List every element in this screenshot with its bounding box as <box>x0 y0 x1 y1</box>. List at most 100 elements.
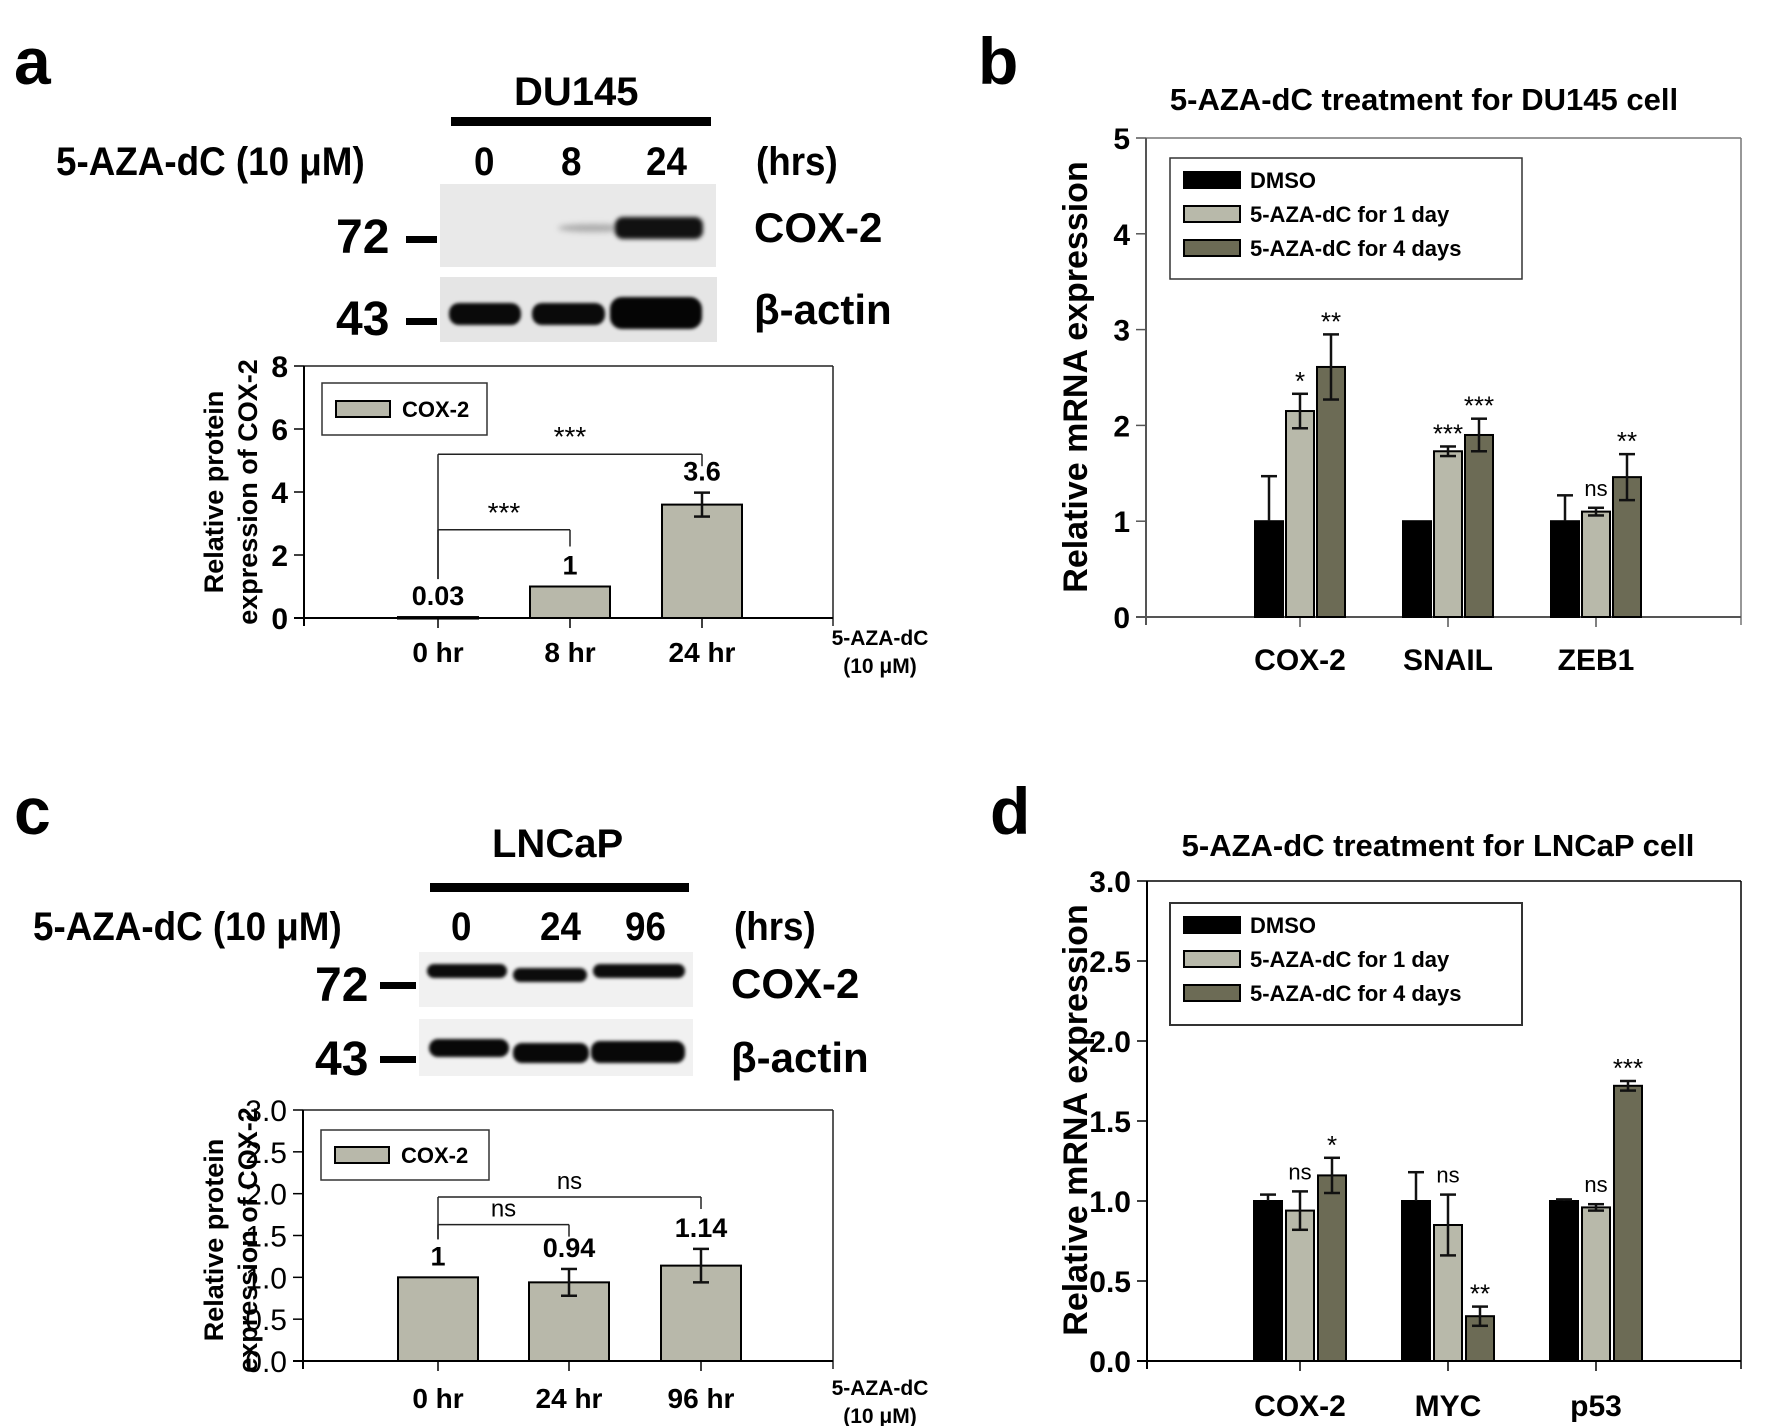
x-axis-caption: (10 μM) <box>843 1405 917 1426</box>
y-axis-label-line: expression of COX-2 <box>233 1107 263 1373</box>
panel-letter-a: a <box>14 24 51 98</box>
bar-5-aza-dc-for-1-day <box>1285 1209 1315 1362</box>
y-tick-label: 1.0 <box>1089 1186 1131 1219</box>
mw-marker-dash <box>406 236 437 243</box>
x-category-label: p53 <box>1570 1390 1622 1423</box>
legend-label: 5-AZA-dC for 1 day <box>1250 947 1450 972</box>
time-unit-label: (hrs) <box>734 905 816 949</box>
significance-label: *** <box>554 421 587 452</box>
bar-dmso <box>1253 1200 1283 1362</box>
y-tick-label: 2 <box>1113 410 1130 443</box>
y-tick-label: 0 <box>1113 602 1130 635</box>
legend-swatch <box>1183 239 1241 257</box>
bar-cox-2 <box>661 503 743 620</box>
legend-label: COX-2 <box>402 397 469 422</box>
y-axis-label: Relative mRNA expression <box>1057 904 1095 1335</box>
protein-label-actin: β-actin <box>754 286 892 333</box>
data-label: 0.03 <box>412 581 465 611</box>
legend-label: 5-AZA-dC for 4 days <box>1250 236 1461 261</box>
bar-dmso <box>1401 1200 1431 1362</box>
significance-label: ** <box>1617 426 1637 456</box>
bar-cox-2 <box>397 616 479 620</box>
y-tick-label: 4 <box>1113 219 1130 252</box>
legend-swatch <box>1183 205 1241 223</box>
bar-5-aza-dc-for-1-day <box>1433 450 1463 618</box>
cell-line-title: LNCaP <box>492 822 624 866</box>
time-point-label: 0 <box>451 905 472 949</box>
y-axis-label-line: Relative protein <box>199 1139 229 1342</box>
cell-line-underline <box>430 883 689 892</box>
bar-5-aza-dc-for-4-days <box>1316 365 1346 618</box>
bar-5-aza-dc-for-4-days <box>1317 1174 1347 1363</box>
legend-swatch <box>1183 171 1241 189</box>
significance-label: * <box>1327 1130 1337 1160</box>
y-axis-label: Relative mRNA expression <box>1057 161 1095 592</box>
chart-title: 5-AZA-dC treatment for LNCaP cell <box>1182 828 1695 863</box>
y-tick-label: 8 <box>271 351 288 384</box>
x-category-label: SNAIL <box>1403 644 1493 677</box>
significance-label: ns <box>491 1196 516 1223</box>
chart-b: 5-AZA-dC treatment for DU145 cell 0 1 2 3 4 5 C… <box>1057 82 1742 677</box>
chart-c: 0.0 0.5 1.0 1.5 2.0 2.5 3.0 0 hr 24 hr 96 hr Relat… <box>199 1095 928 1426</box>
bar-5-aza-dc-for-4-days <box>1613 1084 1643 1363</box>
y-tick-label: 2.0 <box>1089 1026 1131 1059</box>
y-tick-label: 0.0 <box>245 1346 287 1379</box>
panel-letter-b: b <box>978 24 1019 98</box>
mw-marker-dash <box>406 318 437 325</box>
y-axis-label: Relative protein expression of COX-2 <box>199 359 263 625</box>
protein-label-cox2: COX-2 <box>731 960 860 1007</box>
x-category-label: COX-2 <box>1254 1390 1346 1423</box>
y-axis-label: Relative protein expression of COX-2 <box>199 1107 263 1373</box>
y-tick-label: 1.5 <box>245 1221 287 1254</box>
legend-swatch <box>1183 984 1241 1002</box>
legend-label: 5-AZA-dC for 4 days <box>1250 981 1461 1006</box>
legend-label: DMSO <box>1250 913 1316 938</box>
x-category-label: MYC <box>1415 1390 1482 1423</box>
bar-5-aza-dc-for-4-days <box>1464 433 1494 619</box>
bar-dmso <box>1254 520 1284 619</box>
legend-swatch <box>1183 950 1241 968</box>
significance-label: ns <box>1584 476 1607 501</box>
mw-marker: 43 <box>315 1033 369 1086</box>
bar-dmso <box>1402 520 1432 619</box>
significance-label: * <box>1295 366 1305 396</box>
time-point-label: 8 <box>561 140 582 184</box>
y-tick-label: 0 <box>271 603 288 636</box>
time-unit-label: (hrs) <box>756 140 838 184</box>
bar-cox-2 <box>529 585 611 619</box>
mw-marker: 43 <box>336 293 390 346</box>
chart-title: 5-AZA-dC treatment for DU145 cell <box>1170 82 1678 117</box>
bar-cox-2 <box>397 1276 479 1363</box>
bar-5-aza-dc-for-1-day <box>1285 410 1315 618</box>
treatment-label: 5-AZA-dC (10 μM) <box>33 905 342 949</box>
significance-label: ns <box>1584 1172 1607 1197</box>
western-blot-actin <box>419 1019 693 1076</box>
bar-dmso <box>1549 1200 1579 1362</box>
legend-swatch <box>335 400 391 418</box>
panel-letter-c: c <box>14 774 51 848</box>
significance-label: ** <box>1321 306 1341 336</box>
y-tick-label: 2.5 <box>1089 946 1131 979</box>
y-tick-label: 3.0 <box>1089 866 1131 899</box>
y-tick-label: 2 <box>271 540 288 573</box>
x-axis-caption: 5-AZA-dC <box>832 1377 929 1400</box>
significance-label: ns <box>1288 1159 1311 1184</box>
x-category-label: 8 hr <box>544 637 595 668</box>
data-label: 1 <box>562 551 577 581</box>
protein-label-cox2: COX-2 <box>754 204 883 251</box>
x-category-label: COX-2 <box>1254 644 1346 677</box>
chart-d: 5-AZA-dC treatment for LNCaP cell 0.0 0.5 1… <box>1057 828 1742 1423</box>
time-point-label: 24 <box>646 140 687 184</box>
x-axis-caption: (10 μM) <box>843 655 917 678</box>
mw-marker-dash <box>380 1056 416 1063</box>
significance-label: *** <box>1433 418 1463 448</box>
time-point-label: 24 <box>540 905 581 949</box>
western-blot-cox2 <box>440 184 716 267</box>
x-category-label: ZEB1 <box>1558 644 1635 677</box>
significance-label: ns <box>557 1168 582 1195</box>
legend-swatch <box>334 1146 390 1164</box>
y-axis-label-line: Relative protein <box>199 391 229 594</box>
cell-line-underline <box>451 117 711 126</box>
y-tick-label: 4 <box>271 477 288 510</box>
